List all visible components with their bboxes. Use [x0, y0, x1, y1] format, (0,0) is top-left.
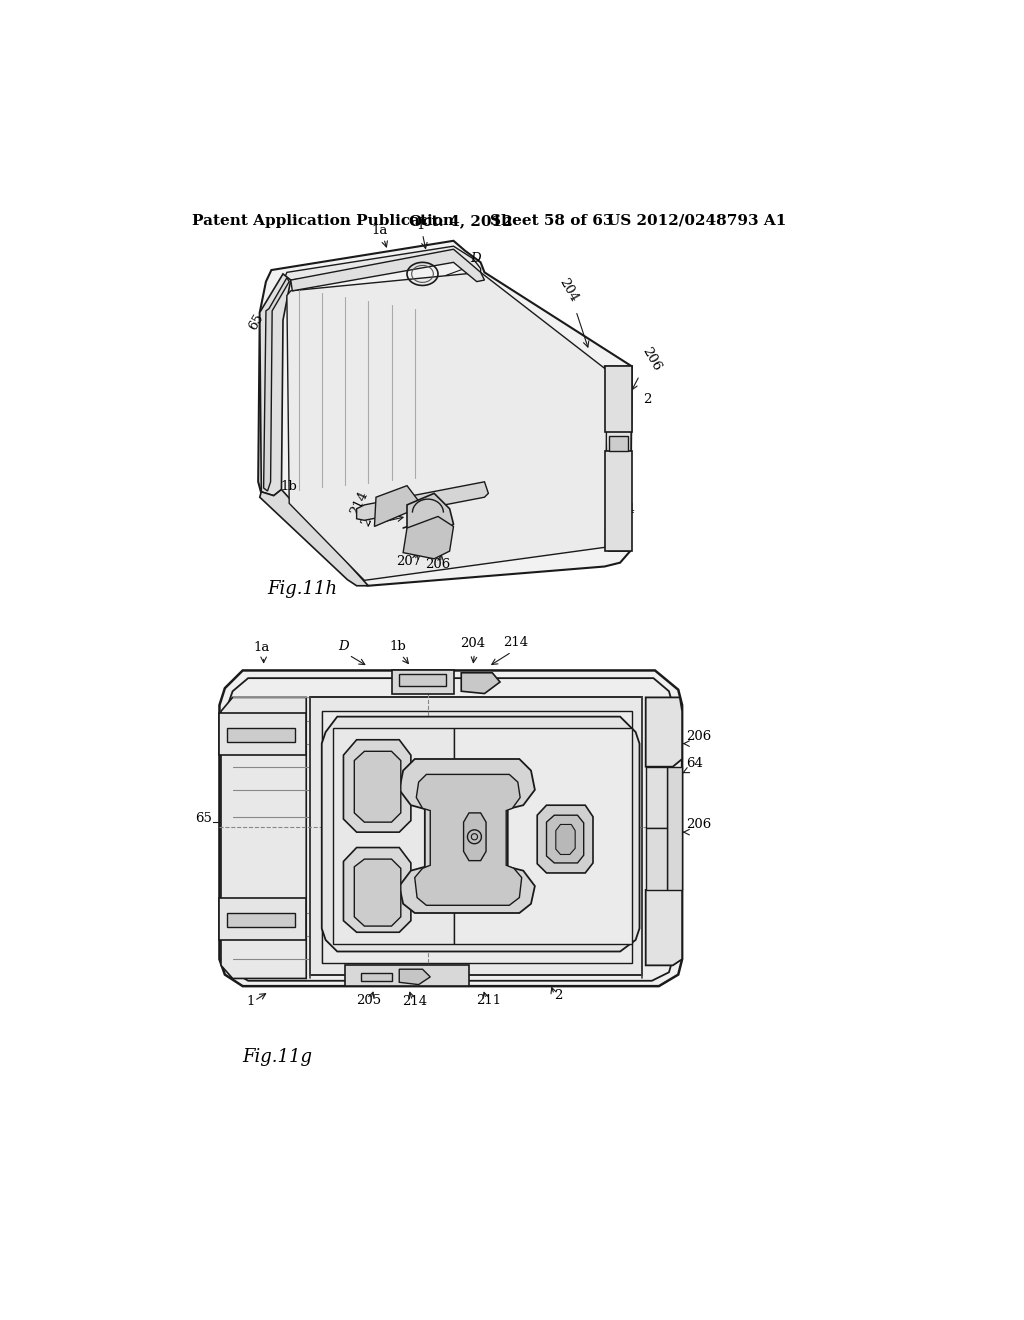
Polygon shape: [356, 482, 488, 520]
Text: 65: 65: [195, 812, 212, 825]
Text: 214: 214: [503, 636, 528, 649]
Polygon shape: [287, 272, 607, 581]
Polygon shape: [604, 367, 632, 552]
Text: 201: 201: [359, 500, 382, 529]
Polygon shape: [538, 805, 593, 873]
Polygon shape: [407, 494, 454, 536]
Text: 206: 206: [686, 818, 712, 832]
Text: Fig.11g: Fig.11g: [243, 1048, 312, 1065]
Polygon shape: [403, 516, 454, 558]
Polygon shape: [354, 859, 400, 927]
Polygon shape: [343, 739, 411, 832]
Text: 206: 206: [425, 558, 451, 572]
Polygon shape: [322, 711, 632, 964]
Text: 1: 1: [416, 219, 424, 232]
Text: 206: 206: [640, 345, 664, 374]
Polygon shape: [646, 697, 682, 767]
Text: 1b: 1b: [281, 479, 297, 492]
Text: 1: 1: [246, 995, 255, 1008]
Polygon shape: [219, 671, 682, 986]
Polygon shape: [556, 825, 575, 854]
Polygon shape: [291, 249, 484, 290]
Polygon shape: [604, 451, 632, 552]
Polygon shape: [360, 973, 391, 981]
Polygon shape: [322, 717, 640, 952]
Text: 211: 211: [476, 994, 501, 1007]
Polygon shape: [334, 729, 454, 944]
Text: Fig.11h: Fig.11h: [267, 581, 338, 598]
Text: 214: 214: [402, 995, 427, 1008]
Polygon shape: [454, 729, 632, 944]
Text: 1a: 1a: [372, 224, 388, 236]
Polygon shape: [646, 890, 682, 965]
Polygon shape: [667, 767, 682, 890]
Text: 2: 2: [643, 393, 651, 407]
Text: 204: 204: [461, 638, 485, 651]
Polygon shape: [227, 913, 295, 927]
Text: D: D: [338, 640, 349, 652]
Polygon shape: [646, 829, 667, 890]
Polygon shape: [260, 275, 291, 496]
Text: 1b: 1b: [389, 640, 407, 652]
Text: 2: 2: [554, 989, 562, 1002]
Polygon shape: [227, 678, 673, 981]
Polygon shape: [263, 277, 289, 491]
Text: 1a: 1a: [254, 642, 270, 655]
Text: 64: 64: [618, 503, 636, 516]
Polygon shape: [547, 816, 584, 863]
Polygon shape: [343, 847, 411, 932]
Polygon shape: [646, 767, 667, 829]
Polygon shape: [464, 813, 486, 861]
Text: 207: 207: [396, 554, 421, 568]
Polygon shape: [260, 490, 369, 586]
Polygon shape: [415, 775, 521, 906]
Text: 214: 214: [348, 488, 370, 517]
Polygon shape: [221, 697, 306, 978]
Text: 204: 204: [556, 276, 581, 304]
Text: US 2012/0248793 A1: US 2012/0248793 A1: [607, 214, 786, 228]
Polygon shape: [608, 436, 628, 451]
Polygon shape: [461, 673, 500, 693]
Text: Patent Application Publication: Patent Application Publication: [191, 214, 454, 228]
Polygon shape: [399, 675, 445, 686]
Polygon shape: [345, 965, 469, 986]
Polygon shape: [310, 697, 642, 974]
Text: Oct. 4, 2012: Oct. 4, 2012: [409, 214, 512, 228]
Text: 201: 201: [527, 809, 552, 822]
Text: 65: 65: [246, 312, 265, 333]
Polygon shape: [375, 486, 419, 527]
Text: D: D: [470, 252, 480, 265]
Polygon shape: [282, 246, 480, 285]
Polygon shape: [399, 759, 535, 913]
Polygon shape: [354, 751, 400, 822]
Text: Sheet 58 of 63: Sheet 58 of 63: [489, 214, 613, 228]
Text: 205: 205: [355, 994, 381, 1007]
Polygon shape: [219, 898, 306, 940]
Text: 64: 64: [686, 756, 702, 770]
Text: 206: 206: [686, 730, 712, 743]
Polygon shape: [391, 671, 454, 693]
Polygon shape: [219, 713, 306, 755]
Polygon shape: [604, 367, 632, 432]
Polygon shape: [399, 969, 430, 985]
Polygon shape: [227, 729, 295, 742]
Polygon shape: [258, 240, 632, 586]
